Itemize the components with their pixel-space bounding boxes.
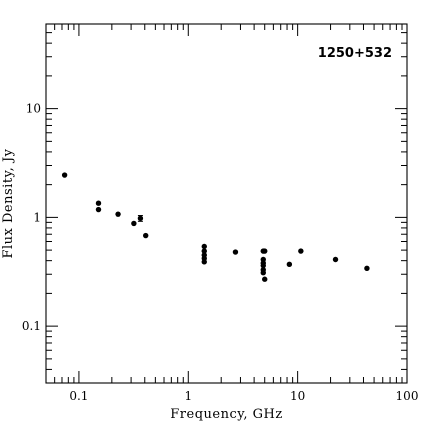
data-point bbox=[95, 200, 102, 206]
data-point bbox=[332, 256, 339, 263]
data-point bbox=[260, 269, 266, 276]
x-tick-label: 0.1 bbox=[69, 389, 88, 403]
x-axis-title: Frequency, GHz bbox=[170, 407, 282, 422]
plot-frame bbox=[45, 23, 408, 384]
axis-tick-labels: 0.1 1 10 100 0.1 1 10 bbox=[22, 102, 419, 403]
data-point bbox=[201, 243, 207, 250]
data-point bbox=[115, 211, 121, 217]
data-point bbox=[131, 220, 137, 227]
data-point bbox=[201, 248, 207, 254]
data-point bbox=[232, 249, 239, 255]
data-point bbox=[262, 248, 268, 254]
data-point bbox=[201, 259, 207, 265]
y-tick-label: 0.1 bbox=[22, 319, 41, 333]
axis-ticks bbox=[45, 23, 408, 384]
data-point bbox=[364, 265, 370, 272]
data-points bbox=[61, 172, 370, 282]
data-point bbox=[143, 232, 149, 239]
data-point bbox=[262, 276, 268, 282]
chart-title: 1250+532 bbox=[318, 46, 392, 61]
data-point bbox=[286, 261, 293, 268]
data-point bbox=[260, 262, 266, 269]
x-tick-label: 10 bbox=[290, 389, 305, 403]
data-point bbox=[95, 206, 102, 213]
data-point bbox=[298, 248, 304, 254]
x-tick-label: 1 bbox=[184, 389, 192, 403]
y-tick-label: 1 bbox=[33, 210, 41, 224]
x-tick-label: 100 bbox=[396, 389, 419, 403]
y-tick-label: 10 bbox=[26, 102, 41, 116]
data-point bbox=[137, 215, 144, 222]
y-axis-title: Flux Density, Jy bbox=[1, 148, 16, 258]
data-point bbox=[61, 172, 68, 178]
